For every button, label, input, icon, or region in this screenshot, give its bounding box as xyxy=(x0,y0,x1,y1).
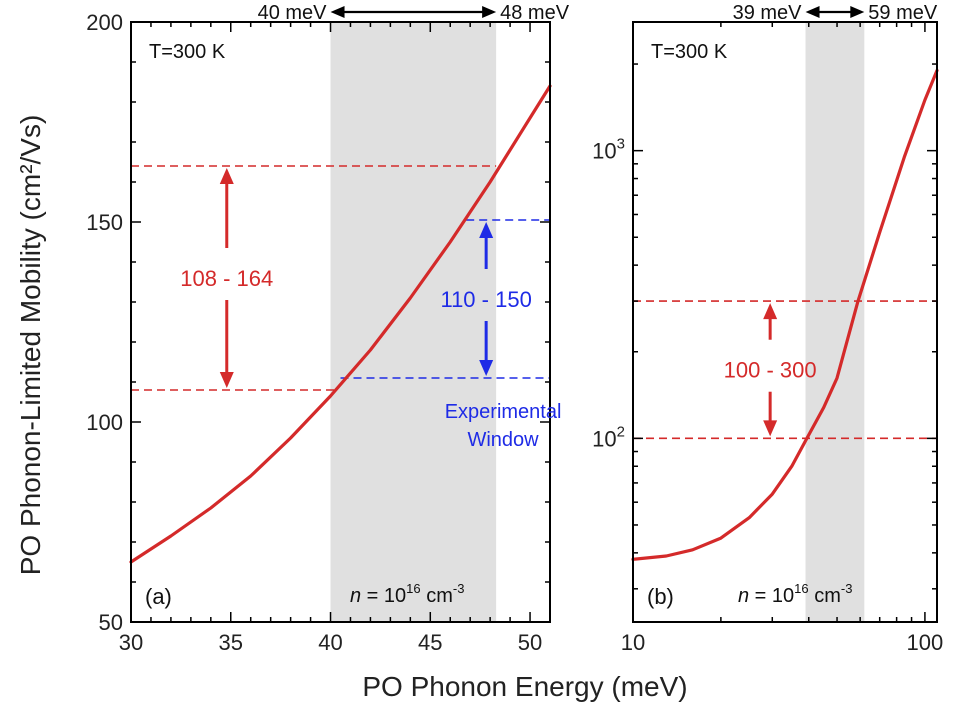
experimental-band xyxy=(805,22,865,622)
range-label: 108 - 164 xyxy=(180,266,273,291)
y-tick-label: 200 xyxy=(86,10,123,35)
temperature-label: T=300 K xyxy=(149,41,226,63)
range-arrow-head xyxy=(219,372,234,388)
x-tick-label: 40 xyxy=(318,630,342,655)
band-caption-left: 39 meV xyxy=(733,2,803,24)
x-axis-label: PO Phonon Energy (meV) xyxy=(362,671,687,702)
band-caption-right: 59 meV xyxy=(868,2,938,24)
range-arrow-head xyxy=(219,168,234,184)
experimental-window-label: Window xyxy=(467,429,539,451)
experimental-band xyxy=(330,22,497,622)
y-tick-label: 50 xyxy=(99,610,123,635)
band-width-arrow-head xyxy=(805,6,820,18)
band-width-arrow-head xyxy=(482,6,497,18)
density-label: n = 1016 cm-3 xyxy=(738,581,852,607)
x-tick-label: 50 xyxy=(518,630,542,655)
plot-frame xyxy=(632,21,938,623)
density-label: n = 1016 cm-3 xyxy=(350,581,464,607)
range-arrow-head xyxy=(763,420,778,437)
band-caption-left: 40 meV xyxy=(258,2,328,24)
band-width-arrow-head xyxy=(850,6,865,18)
panel-a: 108 - 164 110 - 150 30 35 40 45 50 50 100 150 200 T… xyxy=(86,2,569,655)
x-tick-label: 35 xyxy=(219,630,243,655)
x-tick-label: 100 xyxy=(907,630,944,655)
mobility-curve xyxy=(129,84,552,564)
range-arrow-head xyxy=(763,303,778,320)
band-width-arrow-head xyxy=(330,6,345,18)
x-tick-label: 45 xyxy=(418,630,442,655)
range-arrow-head xyxy=(479,360,494,376)
panel-b: 100 - 300 10 100 102 103 T=300 K (b) n = 1016 c… xyxy=(592,2,943,655)
range-label: 100 - 300 xyxy=(724,358,817,383)
x-tick-label: 10 xyxy=(621,630,645,655)
plot-frame xyxy=(130,21,551,623)
range-label: 110 - 150 xyxy=(440,287,531,312)
panel-label: (b) xyxy=(647,584,674,609)
band-caption-right: 48 meV xyxy=(500,2,570,24)
range-arrow-head xyxy=(479,222,494,238)
y-tick-label: 102 xyxy=(592,423,625,451)
temperature-label: T=300 K xyxy=(651,41,728,63)
experimental-window-label: Experimental xyxy=(445,401,562,423)
y-tick-label: 103 xyxy=(592,136,625,164)
y-tick-label: 150 xyxy=(86,210,123,235)
x-tick-label: 30 xyxy=(119,630,143,655)
y-tick-label: 100 xyxy=(86,410,123,435)
y-axis-label: PO Phonon-Limited Mobility (cm²/Vs) xyxy=(15,115,46,576)
panel-label: (a) xyxy=(145,584,172,609)
mobility-curve xyxy=(631,68,939,561)
